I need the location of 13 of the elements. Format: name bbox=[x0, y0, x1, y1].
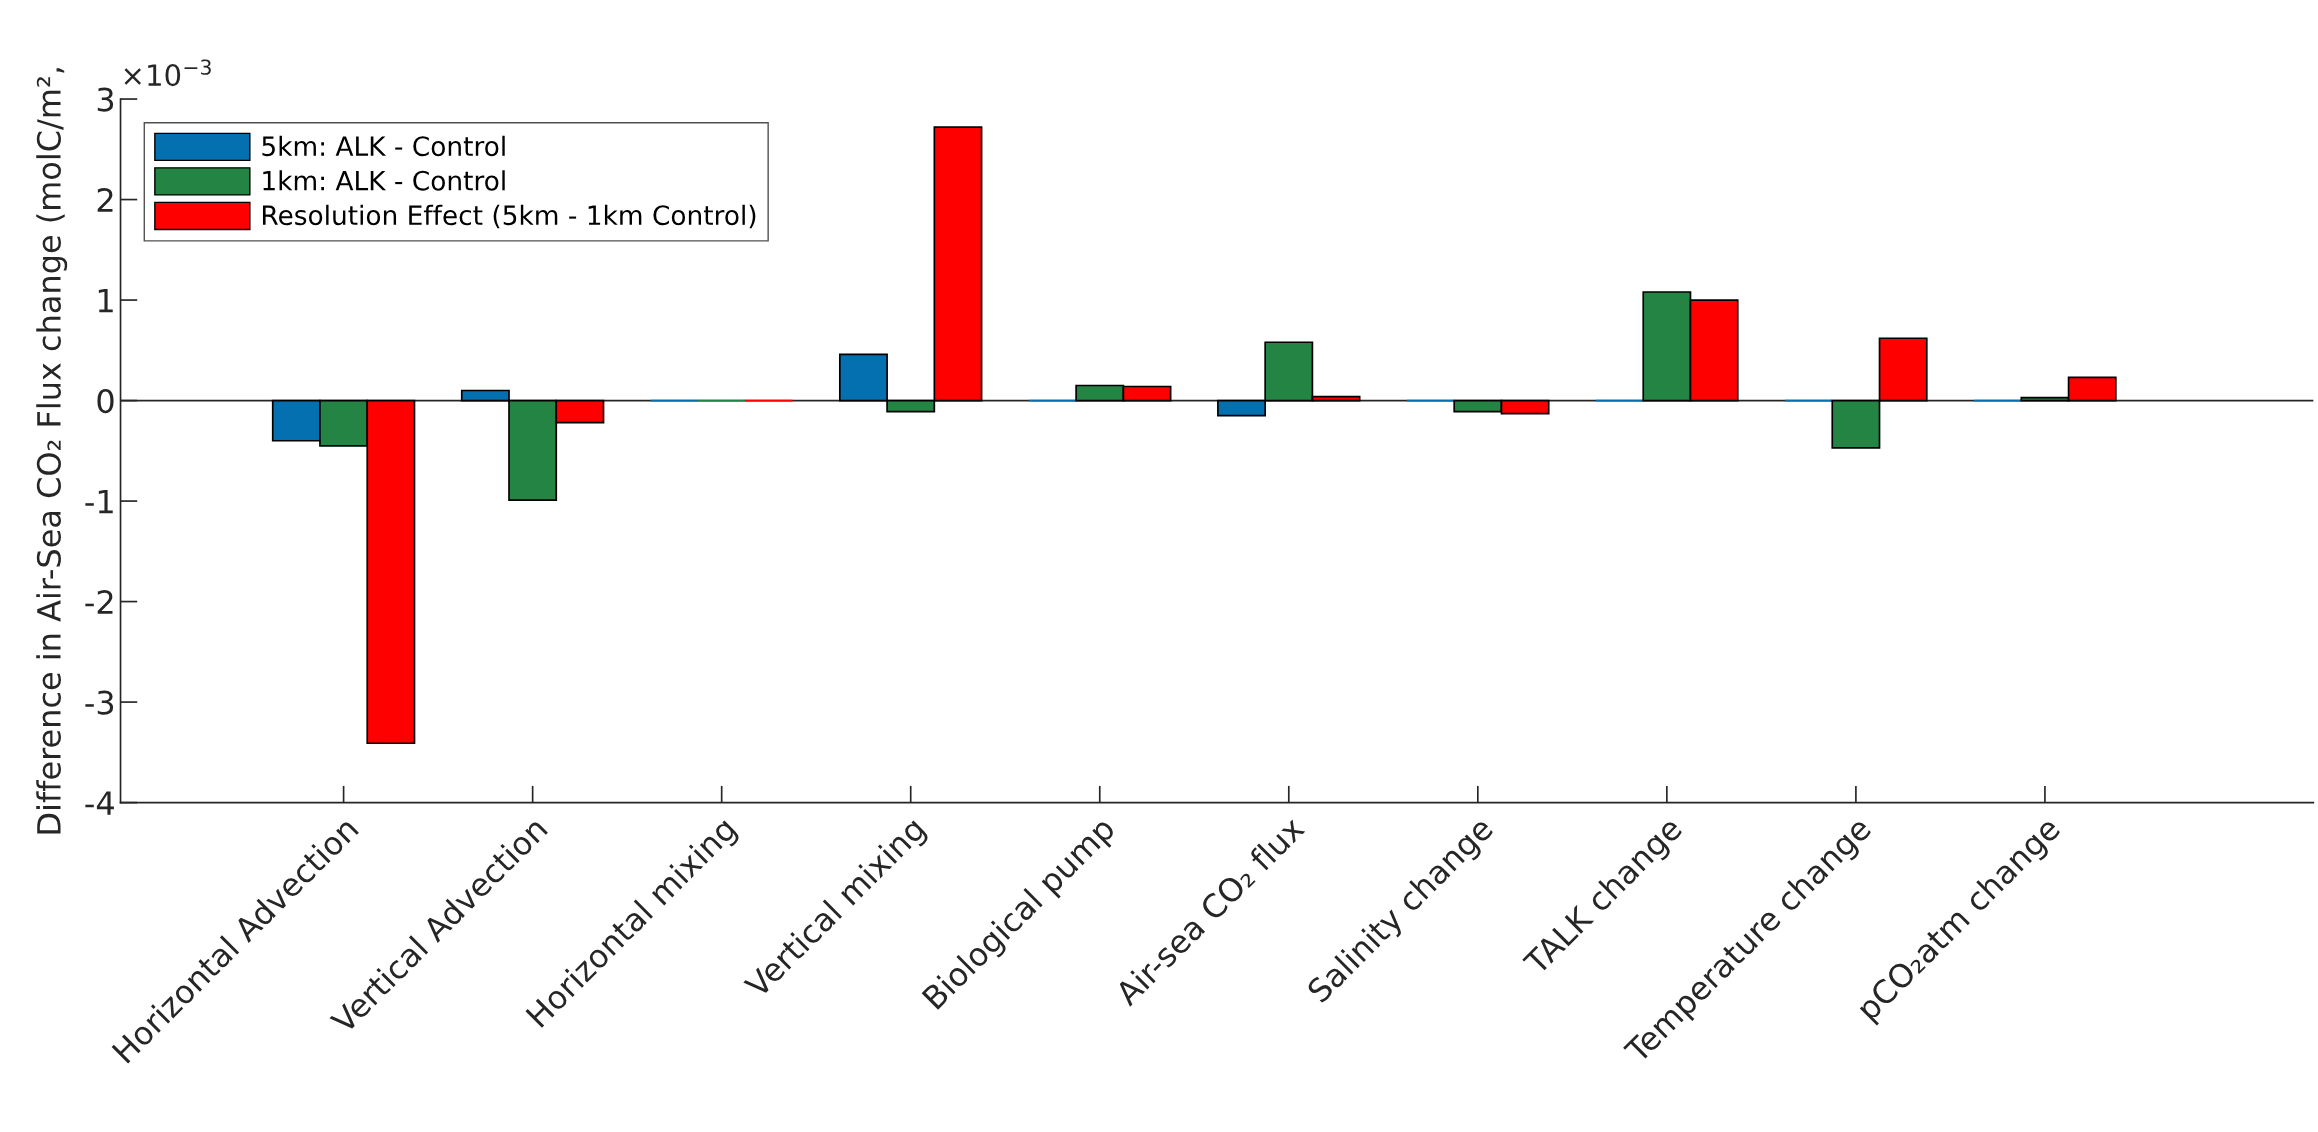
y-tick-label: 1 bbox=[98, 288, 113, 313]
y-tick-label: 0 bbox=[97, 388, 114, 414]
y-tick-label: -1 bbox=[85, 489, 113, 514]
y-axis-title: Difference in Air-Sea CO₂ Flux change (molC/m², bbox=[36, 68, 68, 834]
y-tick-label: -2 bbox=[85, 590, 113, 614]
text: ×10$^{−3}$ bbox=[124, 59, 211, 87]
legend-label: 5km: ALK - Control bbox=[262, 135, 505, 157]
y-tick-label: -4 bbox=[85, 791, 114, 815]
y-tick-label: 2 bbox=[97, 187, 113, 212]
y-tick-label: 3 bbox=[97, 87, 114, 112]
legend-label: 1km: ALK - Control bbox=[263, 170, 505, 191]
y-tick-label: -3 bbox=[85, 690, 114, 715]
legend-label: Resolution Effect (5km - 1km Control) bbox=[262, 204, 756, 229]
